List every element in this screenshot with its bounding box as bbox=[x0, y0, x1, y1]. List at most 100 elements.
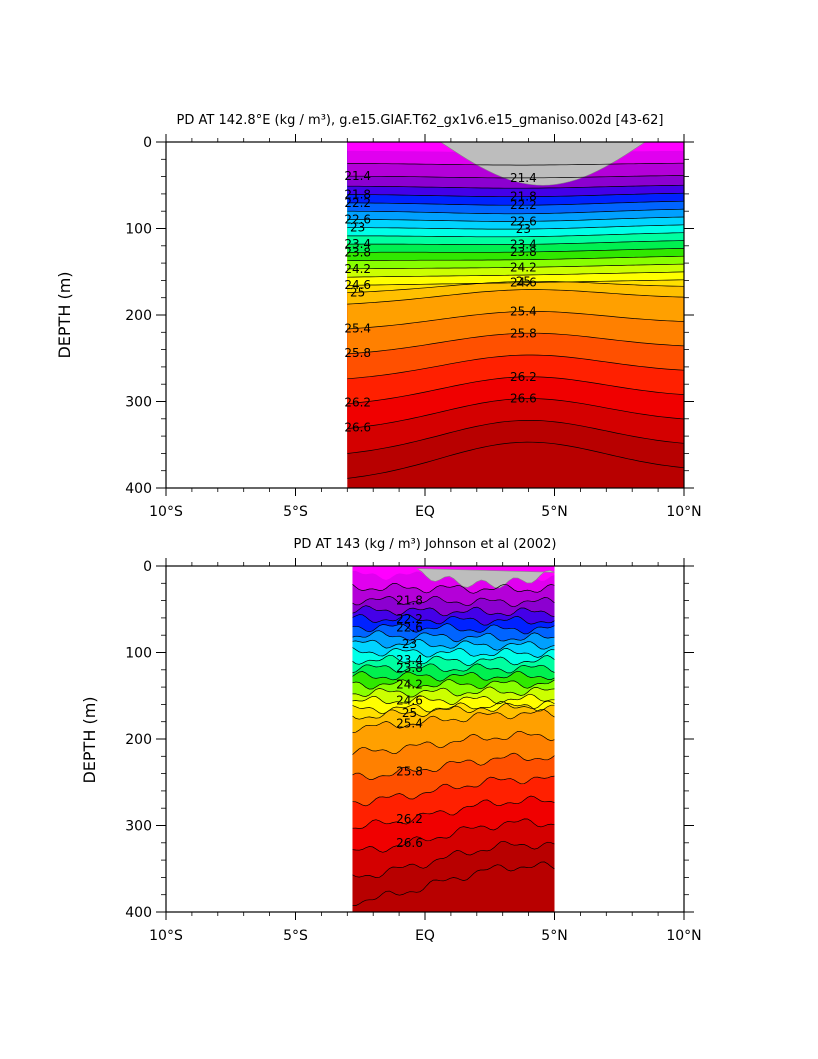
contour-label: 25.8 bbox=[344, 346, 371, 360]
x-tick-label: EQ bbox=[415, 504, 435, 520]
contour-line bbox=[347, 332, 684, 355]
x-tick-label: EQ bbox=[415, 928, 435, 944]
contour-label: 21.8 bbox=[396, 594, 423, 608]
contour-line bbox=[352, 861, 555, 906]
contour-line bbox=[352, 818, 555, 853]
panel1-contour-labels: 21.421.822.222.62323.423.824.224.62525.4… bbox=[344, 169, 536, 434]
contour-label: 23.8 bbox=[510, 245, 537, 259]
contour-label: 22.2 bbox=[344, 196, 371, 210]
y-tick-label: 400 bbox=[125, 481, 152, 497]
contour-label: 23.8 bbox=[344, 245, 371, 259]
contour-line bbox=[352, 752, 555, 780]
contour-label: 25.4 bbox=[510, 305, 537, 319]
contour-line bbox=[352, 708, 555, 733]
panel1-title: PD AT 142.8°E (kg / m³), g.e15.GIAF.T62_… bbox=[177, 113, 664, 128]
contour-line bbox=[352, 639, 555, 651]
contour-line bbox=[352, 670, 555, 682]
contour-line bbox=[352, 623, 555, 635]
y-tick-label: 200 bbox=[125, 732, 152, 748]
contour-line bbox=[347, 216, 684, 222]
contour-label: 26.2 bbox=[396, 812, 423, 826]
panel2-title: PD AT 143 (kg / m³) Johnson et al (2002) bbox=[294, 537, 557, 552]
y-tick-label: 300 bbox=[125, 819, 152, 835]
contour-label: 23.4 bbox=[510, 237, 537, 251]
contour-label: 24.6 bbox=[510, 276, 537, 290]
x-tick-label: 10°S bbox=[149, 928, 183, 944]
contour-label: 25 bbox=[350, 285, 365, 299]
contour-line bbox=[352, 595, 555, 608]
contour-line bbox=[352, 795, 555, 829]
contour-label: 21.8 bbox=[510, 190, 537, 204]
contour-line bbox=[347, 255, 684, 262]
y-tick-label: 300 bbox=[125, 395, 152, 411]
x-tick-label: 10°N bbox=[666, 928, 701, 944]
contour-line bbox=[352, 630, 555, 643]
contour-line bbox=[347, 271, 684, 278]
x-tick-label: 5°S bbox=[283, 928, 308, 944]
contour-line bbox=[347, 192, 684, 198]
missing-data-patch bbox=[416, 568, 555, 589]
contour-label: 22.2 bbox=[510, 198, 537, 212]
panel2-contour-lines bbox=[352, 582, 555, 906]
contour-label: 21.4 bbox=[344, 169, 371, 183]
contour-label: 22.6 bbox=[510, 214, 537, 228]
contour-line bbox=[352, 693, 555, 705]
contour-label: 21.4 bbox=[510, 171, 537, 185]
contour-label: 24.2 bbox=[510, 260, 537, 274]
contour-label: 25.8 bbox=[510, 326, 537, 340]
contour-line bbox=[347, 376, 684, 405]
x-tick-label: 5°S bbox=[283, 504, 308, 520]
panel-model: PD AT 142.8°E (kg / m³), g.e15.GIAF.T62_… bbox=[55, 113, 702, 520]
contour-label: 22.6 bbox=[396, 621, 423, 635]
contour-line bbox=[352, 647, 555, 658]
missing-data-patch bbox=[439, 142, 646, 186]
contour-label: 26.6 bbox=[344, 421, 371, 435]
contour-line bbox=[347, 240, 684, 245]
contour-line bbox=[347, 311, 684, 330]
contour-label: 26.6 bbox=[510, 392, 537, 406]
contour-label: 22.6 bbox=[344, 213, 371, 227]
contour-label: 25 bbox=[402, 706, 417, 720]
contour-label: 23 bbox=[350, 221, 365, 235]
panel1-ylabel: DEPTH (m) bbox=[55, 271, 74, 358]
panel2-contour-fill bbox=[352, 566, 555, 912]
y-tick-label: 200 bbox=[125, 308, 152, 324]
contour-line bbox=[347, 162, 684, 166]
contour-line bbox=[352, 613, 555, 626]
contour-line bbox=[352, 679, 555, 690]
contour-label: 25.4 bbox=[344, 321, 371, 335]
contour-line bbox=[352, 663, 555, 674]
panel1-axes: 10°S 5°S EQ 5°N 10°N 0 100 200 300 400 bbox=[125, 134, 702, 520]
contour-line bbox=[352, 840, 555, 878]
contour-line bbox=[347, 248, 684, 253]
contour-label: 26.2 bbox=[344, 396, 371, 410]
contour-label: 23 bbox=[516, 222, 531, 236]
contour-label: 24.2 bbox=[396, 677, 423, 691]
panel1-contour-lines bbox=[347, 162, 684, 479]
x-tick-label: 5°N bbox=[541, 504, 567, 520]
contour-label: 24.2 bbox=[344, 262, 371, 276]
contour-line bbox=[347, 280, 684, 294]
contour-line bbox=[352, 775, 555, 807]
contour-line bbox=[347, 232, 684, 238]
contour-line bbox=[352, 582, 555, 594]
contour-label: 23.4 bbox=[344, 237, 371, 251]
panel2-ylabel: DEPTH (m) bbox=[80, 696, 99, 783]
y-tick-label: 100 bbox=[125, 646, 152, 662]
contour-line bbox=[352, 700, 555, 720]
contour-line bbox=[347, 420, 684, 454]
y-tick-label: 0 bbox=[143, 559, 152, 575]
contour-label: 22.2 bbox=[396, 612, 423, 626]
contour-label: 23.4 bbox=[396, 653, 423, 667]
panel2-axes: 10°S 5°S EQ 5°N 10°N 0 100 200 300 400 bbox=[125, 558, 702, 944]
contour-label: 24.6 bbox=[396, 693, 423, 707]
contour-label: 26.2 bbox=[510, 370, 537, 384]
contour-label: 25.8 bbox=[396, 764, 423, 778]
y-tick-label: 100 bbox=[125, 222, 152, 238]
contour-line bbox=[347, 200, 684, 206]
y-tick-label: 0 bbox=[143, 135, 152, 151]
y-tick-label: 400 bbox=[125, 905, 152, 921]
contour-label: 24.6 bbox=[344, 278, 371, 292]
